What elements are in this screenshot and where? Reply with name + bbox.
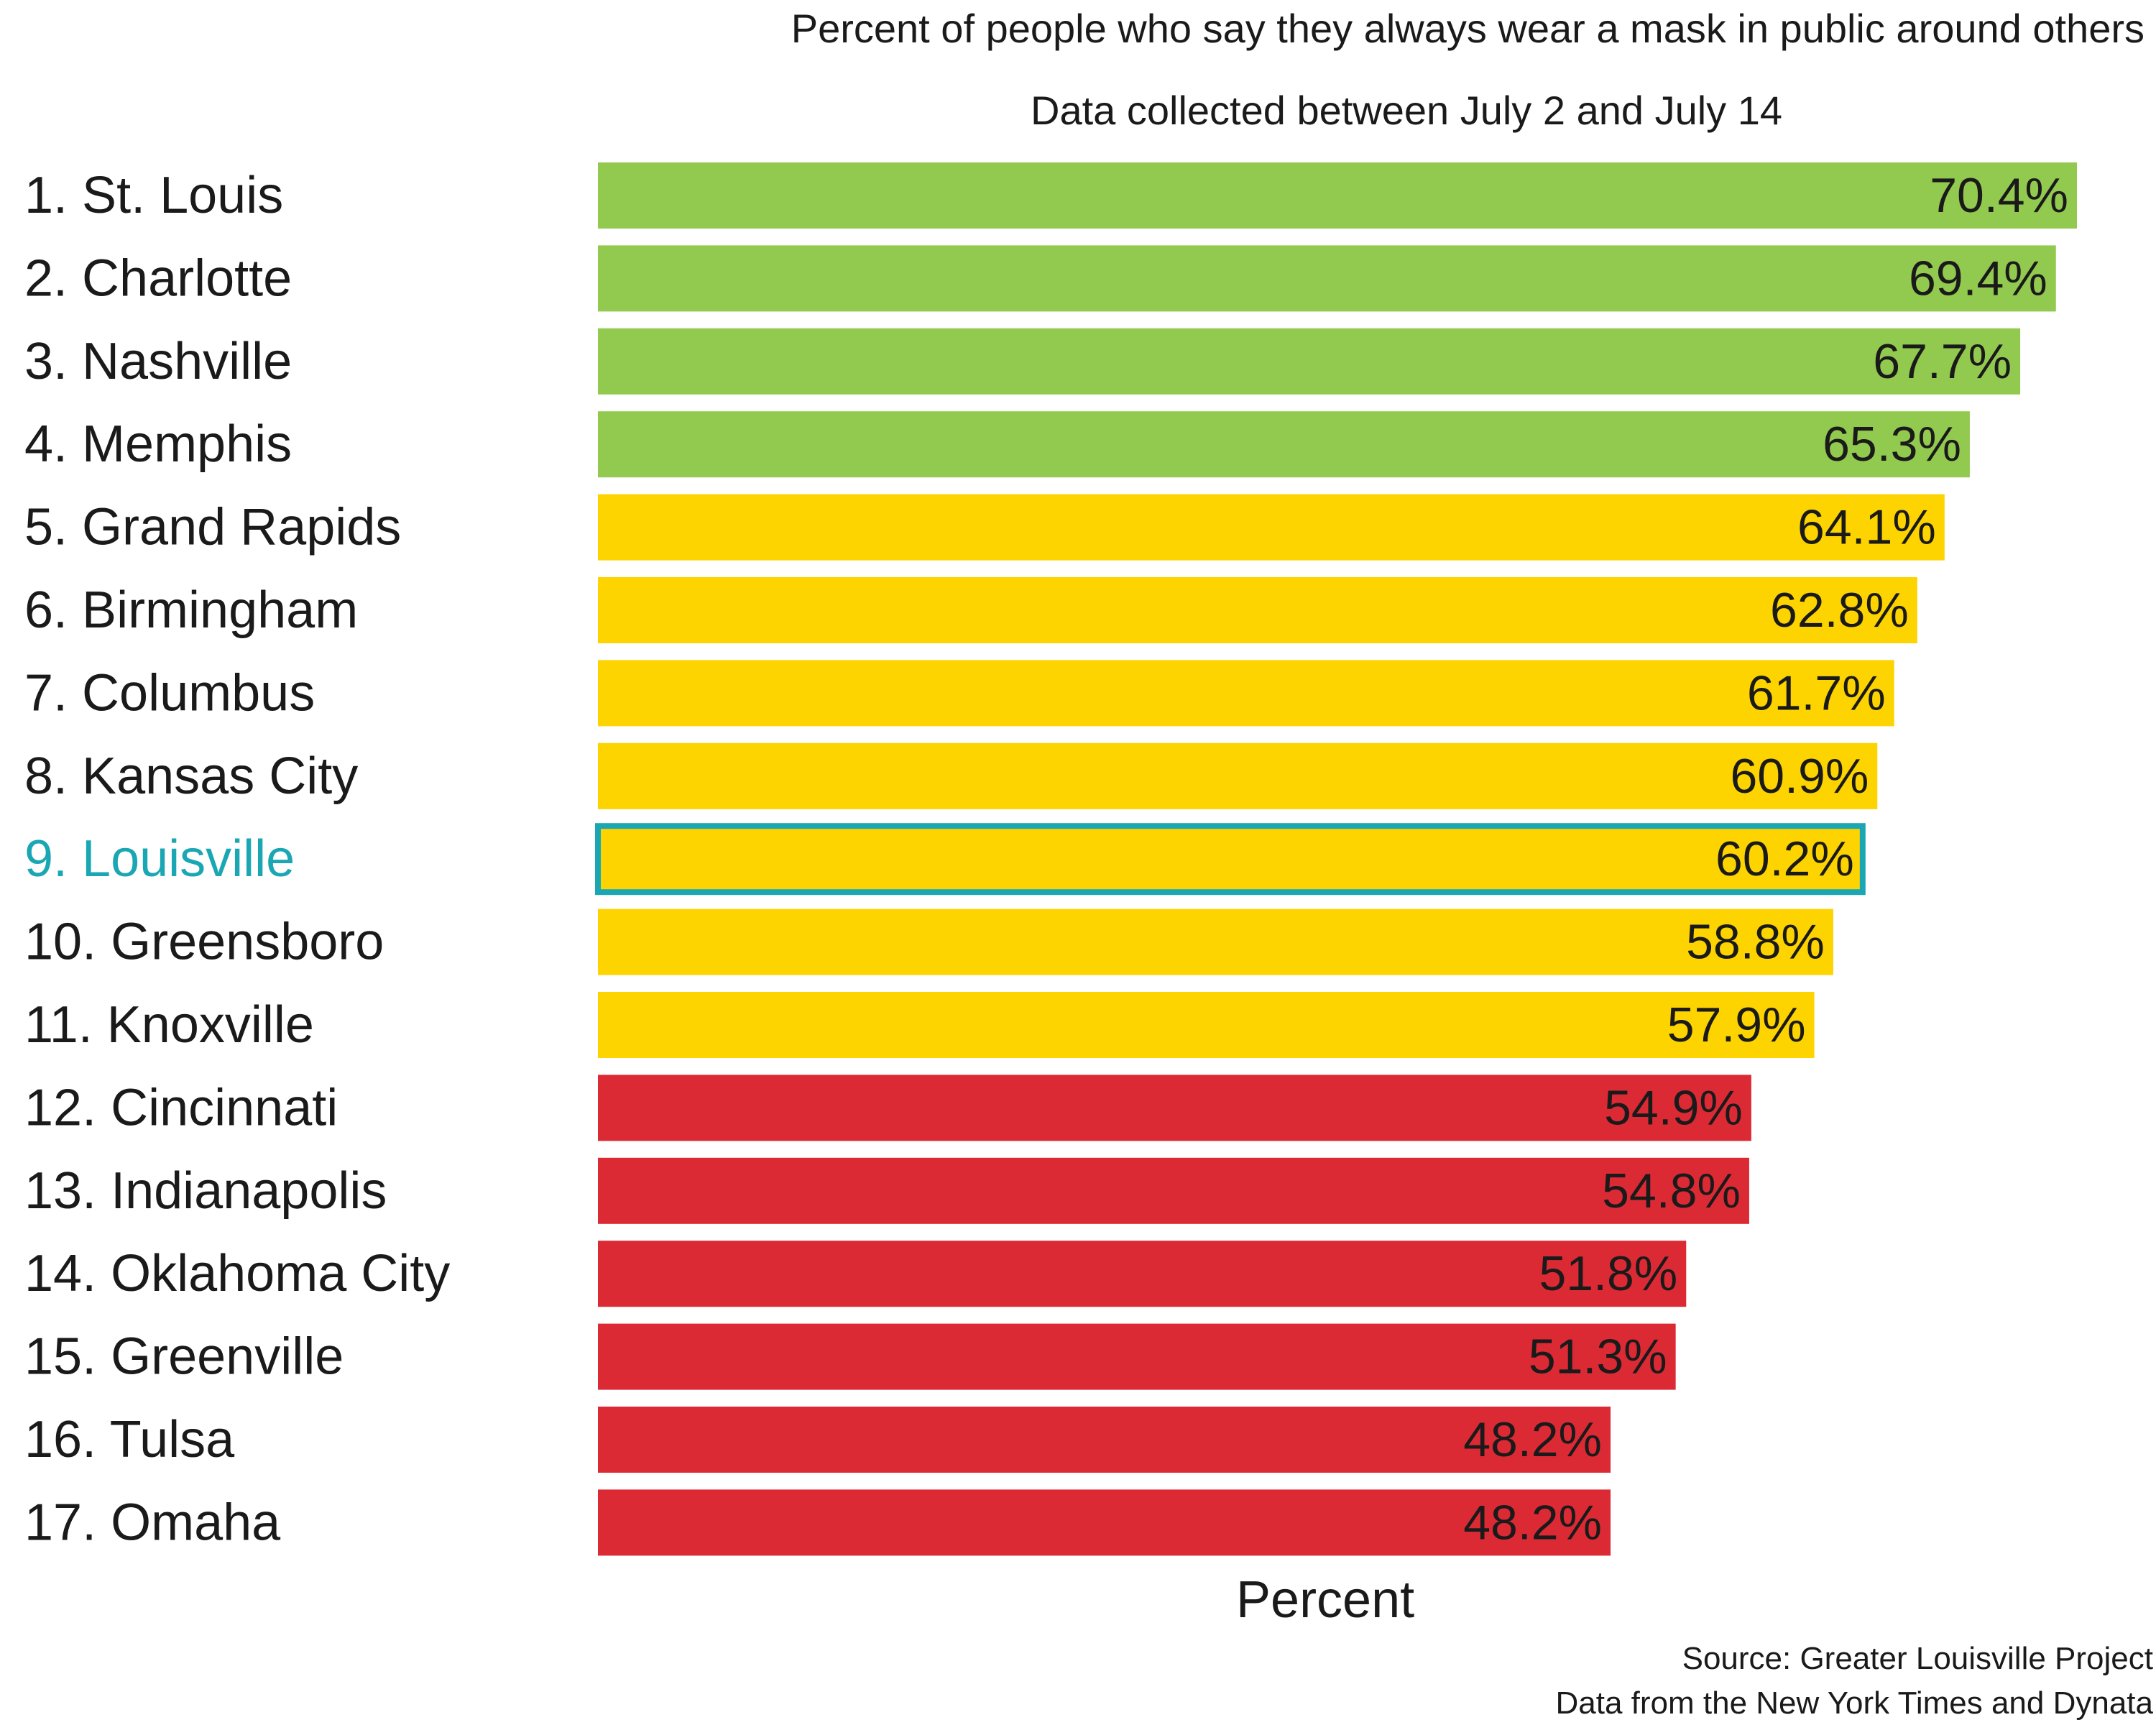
value-label-12: 54.9% — [1604, 1080, 1743, 1135]
bar-3 — [598, 328, 2021, 395]
category-label-12: 12. Cincinnati — [24, 1079, 338, 1136]
value-label-7: 61.7% — [1747, 666, 1886, 720]
value-label-13: 54.8% — [1602, 1164, 1741, 1218]
bars-layer — [595, 162, 2077, 1556]
value-label-8: 60.9% — [1730, 749, 1869, 804]
bar-4 — [598, 411, 1970, 478]
category-label-7: 7. Columbus — [24, 664, 315, 722]
bar-17 — [598, 1489, 1611, 1556]
value-labels-layer: 70.4% 69.4% 67.7% 65.3% 64.1% 62.8% 61.7% 60.9%… — [1463, 168, 2068, 1550]
bar-9 — [595, 823, 1866, 896]
value-label-16: 48.2% — [1463, 1412, 1602, 1467]
category-label-10: 10. Greensboro — [24, 914, 384, 971]
value-label-4: 65.3% — [1823, 417, 1961, 472]
category-label-13: 13. Indianapolis — [24, 1162, 387, 1220]
category-label-14: 14. Oklahoma City — [24, 1245, 450, 1302]
category-label-17: 17. Omaha — [24, 1494, 281, 1551]
value-label-10: 58.8% — [1686, 915, 1825, 970]
bar-5 — [598, 494, 1945, 561]
chart-subtitle: Data collected between July 2 and July 1… — [1031, 88, 1782, 133]
category-label-2: 2. Charlotte — [24, 249, 292, 307]
bar-6 — [598, 577, 1917, 643]
category-label-1: 1. St. Louis — [24, 167, 283, 224]
value-label-5: 64.1% — [1797, 500, 1936, 555]
value-label-1: 70.4% — [1930, 168, 2068, 223]
category-label-16: 16. Tulsa — [24, 1411, 235, 1468]
bar-14 — [598, 1241, 1687, 1307]
category-label-15: 15. Greenville — [24, 1328, 344, 1386]
bar-12 — [598, 1075, 1751, 1141]
value-label-15: 51.3% — [1529, 1330, 1667, 1384]
x-axis-label: Percent — [1236, 1571, 1415, 1629]
data-credit-note: Data from the New York Times and Dynata — [1555, 1685, 2153, 1721]
value-label-17: 48.2% — [1463, 1495, 1602, 1550]
category-label-3: 3. Nashville — [24, 333, 292, 390]
value-label-6: 62.8% — [1770, 583, 1909, 638]
value-label-3: 67.7% — [1873, 334, 2012, 389]
category-label-11: 11. Knoxville — [24, 996, 314, 1054]
bar-8 — [598, 742, 1878, 809]
category-label-6: 6. Birmingham — [24, 581, 358, 639]
category-label-4: 4. Memphis — [24, 415, 292, 473]
bar-1 — [598, 162, 2077, 229]
value-label-11: 57.9% — [1667, 998, 1806, 1052]
bar-15 — [598, 1323, 1676, 1390]
category-label-5: 5. Grand Rapids — [24, 499, 401, 556]
category-labels-layer: 1. St. Louis 2. Charlotte 3. Nashville 4. M… — [24, 167, 450, 1551]
bar-16 — [598, 1407, 1611, 1473]
bar-2 — [598, 245, 2056, 312]
bar-11 — [598, 992, 1815, 1058]
chart-title: Percent of people who say they always we… — [791, 6, 2145, 51]
value-label-2: 69.4% — [1909, 251, 2047, 305]
bar-13 — [598, 1157, 1749, 1224]
value-label-14: 51.8% — [1539, 1246, 1677, 1301]
bar-10 — [598, 908, 1833, 975]
value-label-9: 60.2% — [1715, 832, 1854, 886]
source-note: Source: Greater Louisville Project — [1682, 1641, 2153, 1676]
category-label-9: 9. Louisville — [24, 830, 295, 888]
bar-7 — [598, 660, 1894, 727]
category-label-8: 8. Kansas City — [24, 748, 358, 805]
